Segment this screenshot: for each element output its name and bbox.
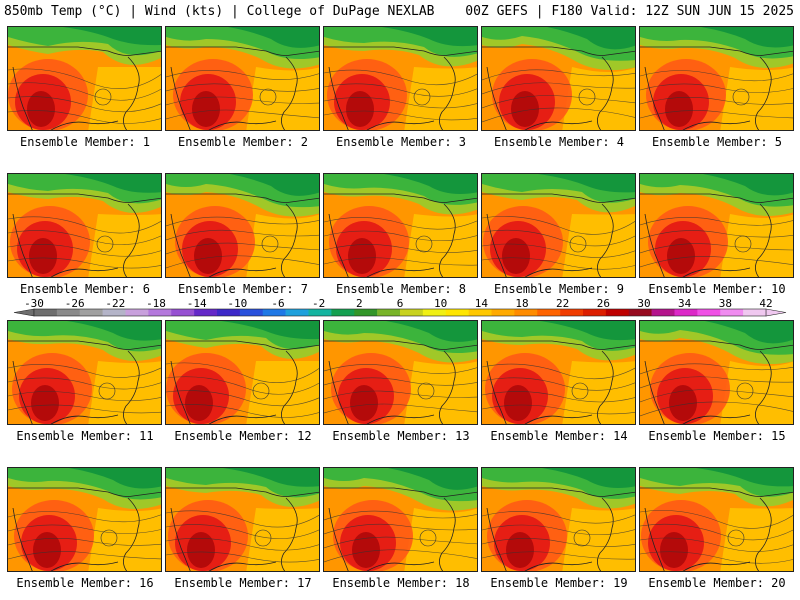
ensemble-member-label: Ensemble Member: 15 [648,429,786,443]
colorbar-tick-label: -18 [146,297,166,310]
model-run-info: 00Z GEFS | F180 Valid: 12Z SUN JUN 15 20… [465,4,794,19]
colorbar-segment [171,309,195,316]
ensemble-panel-5[interactable] [639,26,794,131]
ensemble-panel-8[interactable] [323,173,478,278]
colorbar-segment [583,309,607,316]
colorbar-segment [605,309,630,316]
colorbar-segment [468,309,492,316]
colorbar-segment [79,309,103,316]
colorbar-tick-label: -22 [105,297,125,310]
colorbar-segment [308,309,332,316]
ensemble-member-label: Ensemble Member: 4 [493,135,625,149]
ensemble-panel-20[interactable] [639,467,794,572]
ensemble-panel-2[interactable] [165,26,320,131]
colorbar-right-arrow [765,308,787,317]
colorbar-segment [743,309,767,316]
ensemble-member-label: Ensemble Member: 2 [177,135,309,149]
colorbar-tick-label: 2 [356,297,363,310]
ensemble-member-label: Ensemble Member: 7 [177,282,309,296]
colorbar-segment [674,309,698,316]
colorbar-segment [491,309,515,316]
colorbar-segment [56,309,81,316]
colorbar-segment [262,309,286,316]
colorbar-tick-label: 6 [397,297,404,310]
colorbar-segment [331,309,355,316]
ensemble-panel-11[interactable] [7,320,162,425]
colorbar-tick-label: -10 [227,297,247,310]
ensemble-member-label: Ensemble Member: 1 [19,135,151,149]
ensemble-member-label: Ensemble Member: 13 [332,429,470,443]
ensemble-panel-6[interactable] [7,173,162,278]
ensemble-panel-4[interactable] [481,26,636,131]
colorbar-tick-label: 38 [719,297,732,310]
colorbar-tick-label: -30 [24,297,44,310]
colorbar-segment [400,309,424,316]
colorbar-tick-label: 22 [556,297,569,310]
colorbar-segment [445,309,469,316]
ensemble-panel-16[interactable] [7,467,162,572]
ensemble-panel-15[interactable] [639,320,794,425]
colorbar-tick-label: 14 [475,297,489,310]
colorbar-segment [34,309,58,316]
colorbar-segment [697,309,721,316]
temperature-colorbar: -30 -26 -22 -18 -14 -10 -6 -2 2 6 10 14 18 22 26 30 34 38… [13,297,787,317]
colorbar-segment [422,309,447,316]
colorbar-tick-label: -26 [65,297,85,310]
ensemble-member-label: Ensemble Member: 14 [490,429,628,443]
ensemble-member-label: Ensemble Member: 10 [648,282,786,296]
ensemble-member-label: Ensemble Member: 8 [335,282,467,296]
colorbar-tick-label: 26 [597,297,610,310]
ensemble-member-label: Ensemble Member: 17 [174,576,312,590]
ensemble-member-label: Ensemble Member: 19 [490,576,628,590]
ensemble-panel-12[interactable] [165,320,320,425]
colorbar-segment [125,309,149,316]
ensemble-panel-13[interactable] [323,320,478,425]
colorbar-segment [560,309,584,316]
colorbar-tick-label: 18 [515,297,528,310]
ensemble-member-label: Ensemble Member: 6 [19,282,151,296]
colorbar-tick-label: -14 [187,297,207,310]
ensemble-panel-7[interactable] [165,173,320,278]
ensemble-panel-9[interactable] [481,173,636,278]
colorbar-segment [720,309,744,316]
colorbar-segment [628,309,652,316]
colorbar-tick-label: 42 [759,297,772,310]
colorbar-left-arrow [13,308,35,317]
colorbar-tick-label: -2 [312,297,325,310]
ensemble-panel-14[interactable] [481,320,636,425]
ensemble-panel-17[interactable] [165,467,320,572]
ensemble-member-label: Ensemble Member: 18 [332,576,470,590]
colorbar-segment [102,309,126,316]
ensemble-panel-19[interactable] [481,467,636,572]
ensemble-panel-1[interactable] [7,26,162,131]
ensemble-member-label: Ensemble Member: 12 [174,429,312,443]
ensemble-panel-3[interactable] [323,26,478,131]
ensemble-member-label: Ensemble Member: 16 [16,576,154,590]
colorbar-tick-label: 10 [434,297,447,310]
ensemble-panel-10[interactable] [639,173,794,278]
colorbar-segment [239,309,264,316]
colorbar-segment [537,309,561,316]
colorbar-segment [194,309,218,316]
colorbar-segment [148,309,172,316]
colorbar-segment [651,309,675,316]
ensemble-panel-18[interactable] [323,467,478,572]
ensemble-member-label: Ensemble Member: 9 [493,282,625,296]
colorbar-segment [377,309,401,316]
map-title: 850mb Temp (°C) | Wind (kts) | College o… [4,4,435,19]
colorbar-segment [217,309,241,316]
colorbar-tick-label: 30 [637,297,650,310]
colorbar-tick-label: 34 [678,297,692,310]
colorbar-segment [354,309,378,316]
colorbar-segment [285,309,309,316]
colorbar-segment [514,309,538,316]
ensemble-member-label: Ensemble Member: 5 [651,135,783,149]
ensemble-member-label: Ensemble Member: 20 [648,576,786,590]
ensemble-member-label: Ensemble Member: 11 [16,429,154,443]
ensemble-member-label: Ensemble Member: 3 [335,135,467,149]
colorbar-tick-label: -6 [271,297,284,310]
